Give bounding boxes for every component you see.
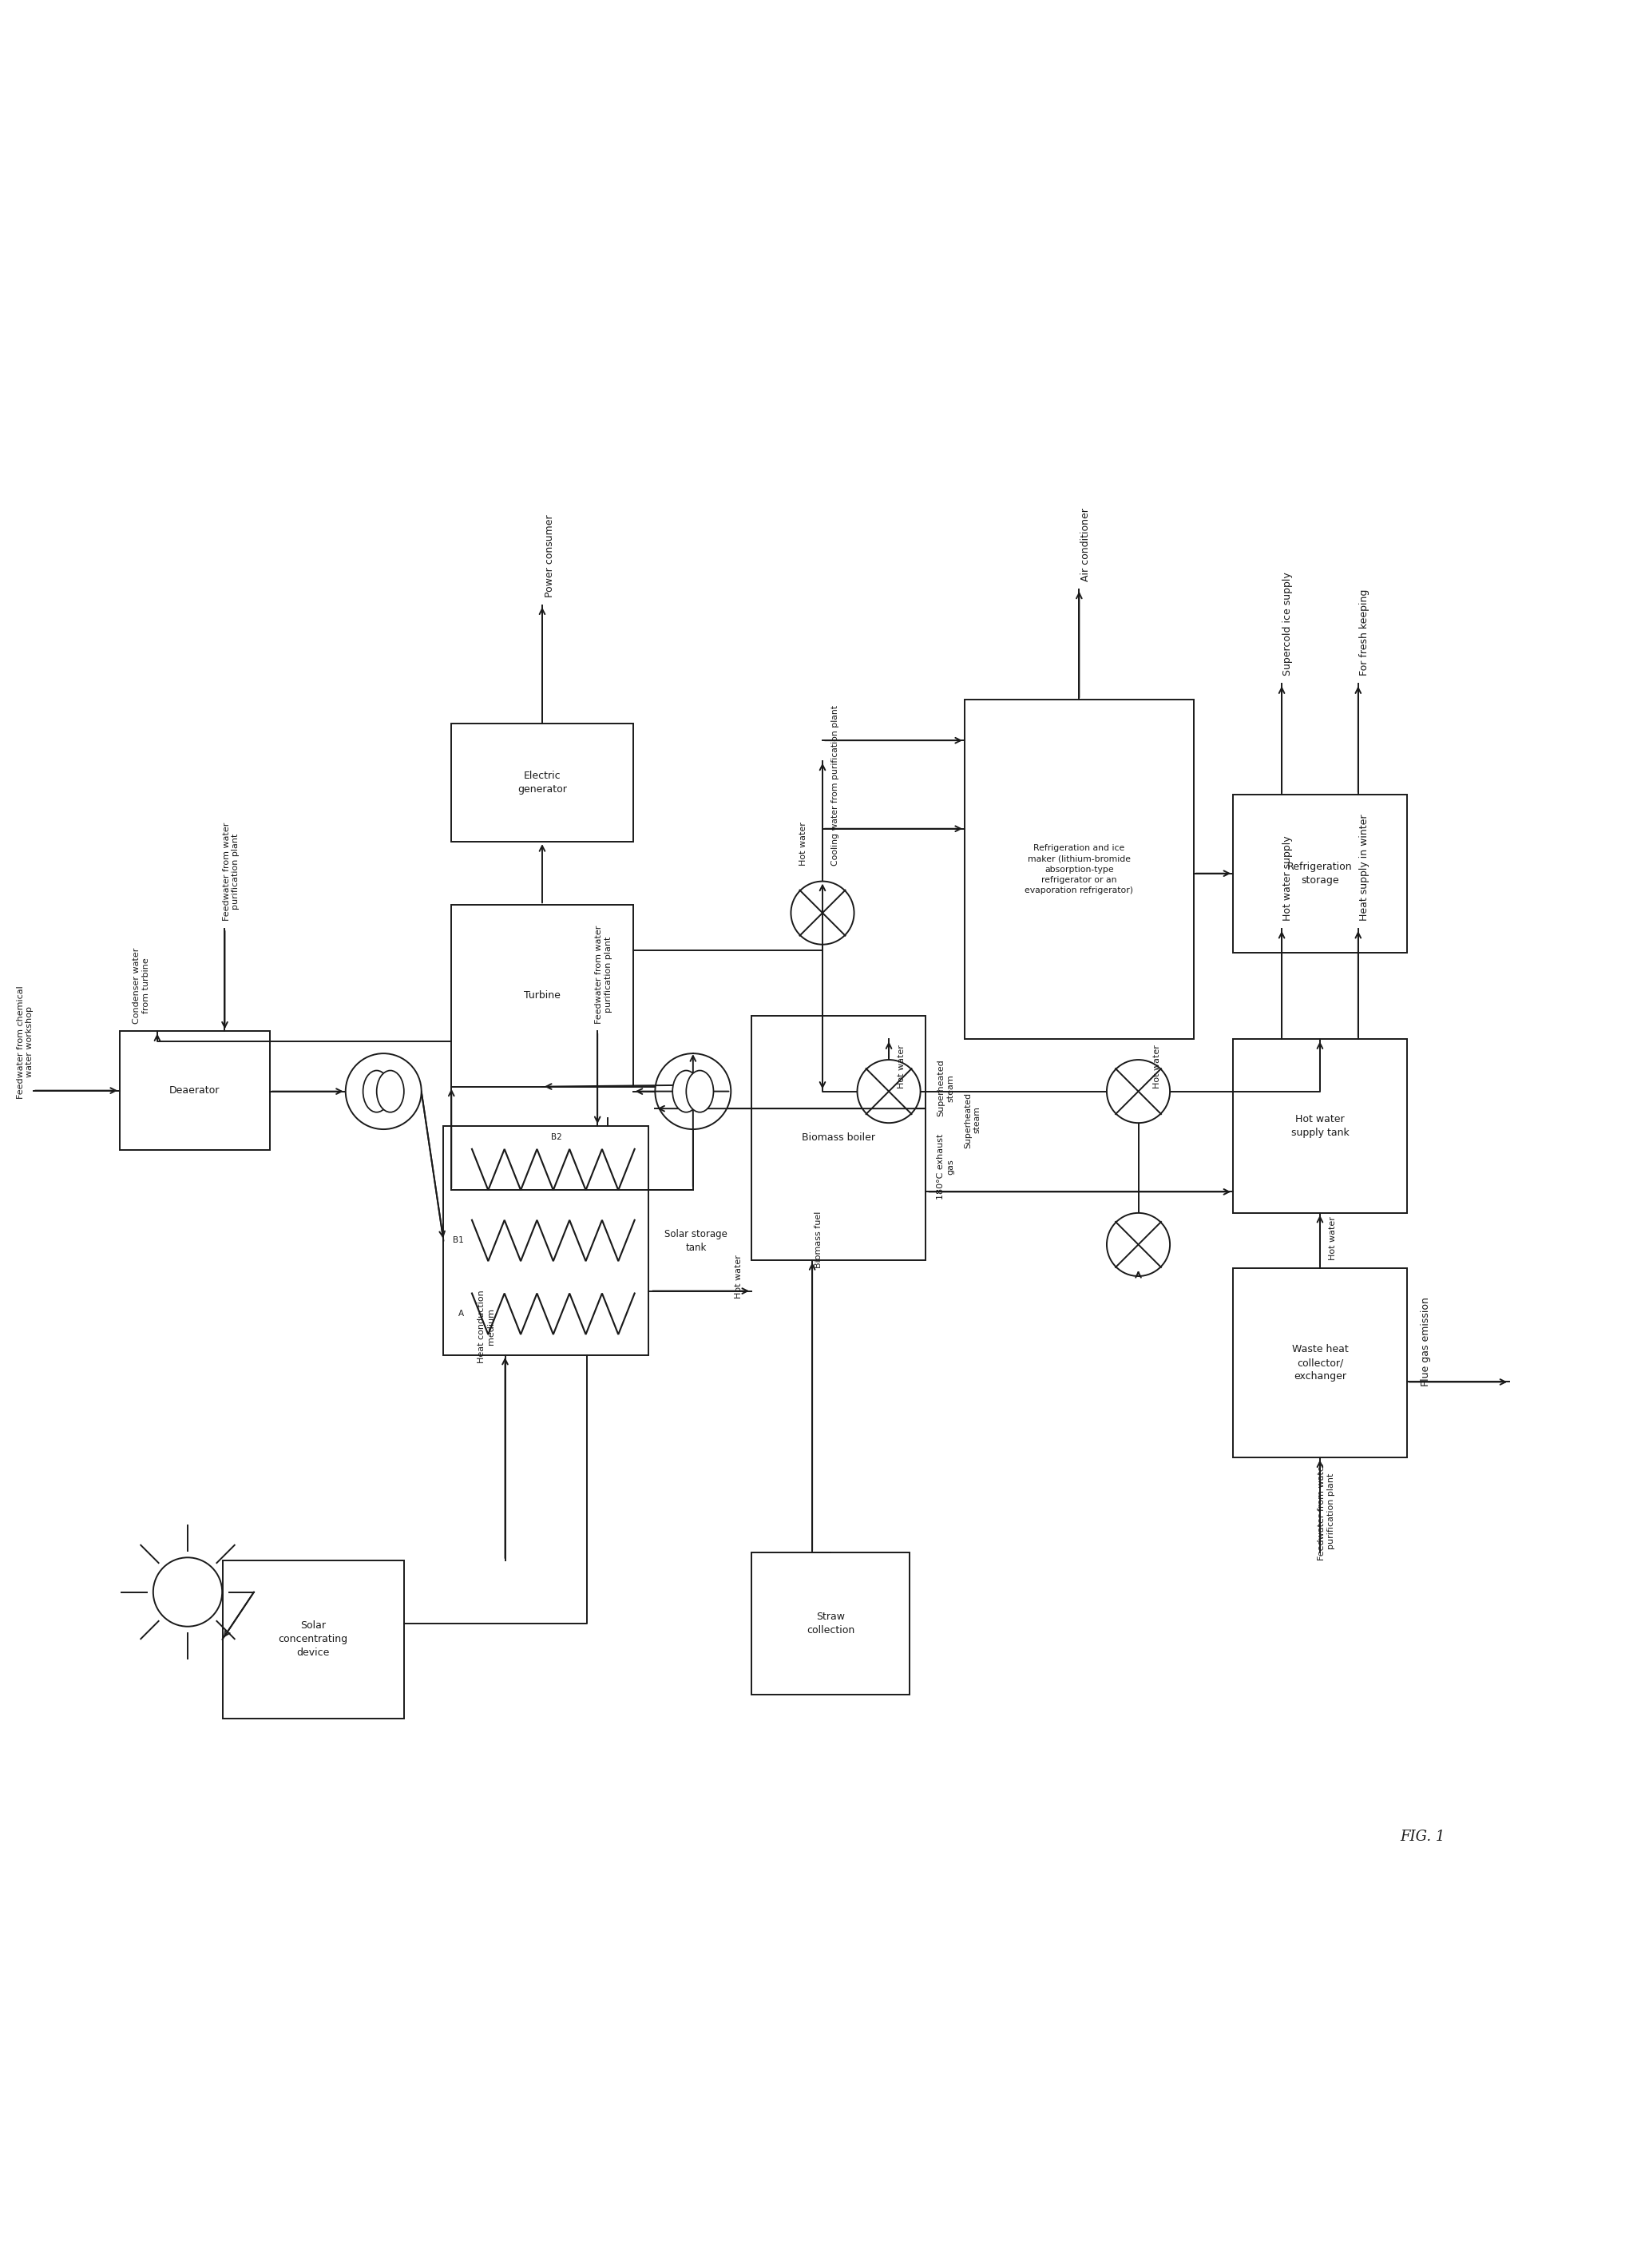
Text: Deaerator: Deaerator xyxy=(169,1086,220,1095)
Circle shape xyxy=(153,1558,222,1626)
Ellipse shape xyxy=(364,1070,390,1111)
Circle shape xyxy=(1107,1213,1170,1277)
Text: Waste heat
collector/
exchanger: Waste heat collector/ exchanger xyxy=(1291,1345,1349,1381)
Text: Hot water: Hot water xyxy=(898,1043,905,1089)
Circle shape xyxy=(1107,1059,1170,1123)
Circle shape xyxy=(791,882,854,943)
Bar xyxy=(444,1127,648,1354)
Text: Power consumer: Power consumer xyxy=(544,515,556,596)
Text: Hot water supply: Hot water supply xyxy=(1283,835,1293,921)
Text: Feedwater from water
purification plant: Feedwater from water purification plant xyxy=(1318,1463,1334,1560)
Text: A: A xyxy=(459,1311,464,1318)
Text: Condenser water
from turbine: Condenser water from turbine xyxy=(133,948,150,1023)
Text: 180°C exhaust
gas: 180°C exhaust gas xyxy=(938,1134,954,1200)
Circle shape xyxy=(345,1052,421,1129)
Text: Refrigeration
storage: Refrigeration storage xyxy=(1288,862,1352,885)
Bar xyxy=(964,701,1194,1039)
Text: Superheated
steam: Superheated steam xyxy=(938,1059,954,1116)
Text: Superheated
steam: Superheated steam xyxy=(964,1093,980,1148)
Text: Feedwater from water
purification plant: Feedwater from water purification plant xyxy=(595,925,612,1023)
Bar xyxy=(451,905,633,1086)
Bar xyxy=(1234,794,1406,953)
Text: Solar
concentrating
device: Solar concentrating device xyxy=(278,1622,349,1658)
Text: Hot water: Hot water xyxy=(735,1254,744,1300)
Text: Heat supply in winter: Heat supply in winter xyxy=(1359,814,1370,921)
Text: Hot water
supply tank: Hot water supply tank xyxy=(1291,1114,1349,1139)
Text: B1: B1 xyxy=(452,1236,464,1245)
Text: Supercold ice supply: Supercold ice supply xyxy=(1283,572,1293,676)
Text: FIG. 1: FIG. 1 xyxy=(1400,1830,1444,1844)
Text: Refrigeration and ice
maker (lithium-bromide
absorption-type
refrigerator or an
: Refrigeration and ice maker (lithium-bro… xyxy=(1025,844,1133,894)
Text: Flue gas emission: Flue gas emission xyxy=(1421,1297,1431,1386)
Ellipse shape xyxy=(377,1070,405,1111)
Text: Turbine: Turbine xyxy=(523,991,561,1000)
Text: Hot water: Hot water xyxy=(799,821,808,866)
Bar xyxy=(451,723,633,841)
Bar xyxy=(752,1554,910,1694)
Text: Biomass boiler: Biomass boiler xyxy=(801,1132,875,1143)
Bar xyxy=(752,1016,924,1261)
Bar xyxy=(222,1560,405,1719)
Ellipse shape xyxy=(673,1070,699,1111)
Text: Biomass fuel: Biomass fuel xyxy=(814,1211,822,1268)
Text: Hot water: Hot water xyxy=(1329,1216,1337,1261)
Text: Electric
generator: Electric generator xyxy=(518,771,568,794)
Text: Hot water: Hot water xyxy=(1153,1043,1161,1089)
Text: Cooling water from purification plant: Cooling water from purification plant xyxy=(831,705,839,866)
Text: Straw
collection: Straw collection xyxy=(806,1613,854,1635)
Circle shape xyxy=(655,1052,730,1129)
Bar xyxy=(1234,1268,1406,1458)
Bar xyxy=(1234,1039,1406,1213)
Bar xyxy=(120,1032,270,1150)
Text: Heat conduction
medium: Heat conduction medium xyxy=(477,1290,495,1363)
Text: B2: B2 xyxy=(551,1134,563,1141)
Text: Feedwater from water
purification plant: Feedwater from water purification plant xyxy=(222,823,240,921)
Ellipse shape xyxy=(686,1070,714,1111)
Circle shape xyxy=(857,1059,921,1123)
Text: Feedwater from chemical
water workshop: Feedwater from chemical water workshop xyxy=(16,984,33,1098)
Text: Solar storage
tank: Solar storage tank xyxy=(665,1229,727,1254)
Text: For fresh keeping: For fresh keeping xyxy=(1359,590,1370,676)
Text: Air conditioner: Air conditioner xyxy=(1081,508,1091,581)
